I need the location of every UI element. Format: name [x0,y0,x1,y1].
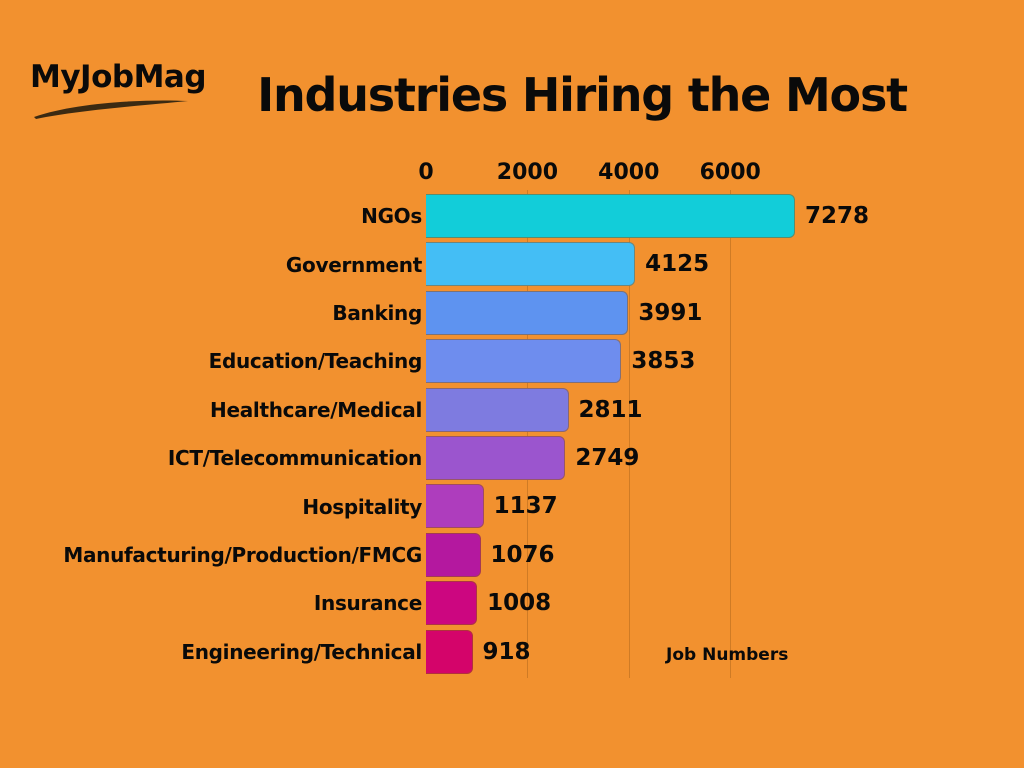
bar-row: Healthcare/Medical 2811 [0,386,1024,434]
bar[interactable] [426,194,795,238]
bar[interactable] [426,581,478,626]
category-label: Banking [332,300,422,325]
bar-row: Hospitality 1137 [0,482,1024,530]
bar-track: 3991 [426,290,702,335]
bar[interactable] [426,484,484,529]
bar-track: 918 [426,629,531,674]
bar-value-label: 918 [482,638,531,665]
bar-row: Engineering/Technical 918 [0,628,1024,676]
bar[interactable] [426,387,569,432]
bar-track: 3853 [426,339,695,384]
bar-row: Manufacturing/Production/FMCG 1076 [0,531,1024,579]
x-tick-label: 0 [418,160,434,185]
brand-wordmark: MyJobMag [30,59,207,95]
bar-value-label: 4125 [645,251,710,278]
bar-value-label: 1137 [493,493,558,520]
bar[interactable] [426,290,629,335]
bar-value-label: 7278 [805,203,870,229]
bar-row: Insurance 1008 [0,579,1024,627]
bar-row: NGOs 7278 [0,192,1024,240]
x-axis-tick-labels: 0 2000 4000 6000 [0,160,1024,190]
category-label: NGOs [361,204,422,229]
bar-value-label: 2749 [575,444,640,471]
bar[interactable] [426,242,636,287]
x-tick-label: 2000 [496,160,559,185]
category-label: Government [285,252,422,277]
bar-series: NGOs 7278 Government 4125 Banking 3991 Educati… [0,192,1024,676]
bar[interactable] [426,532,481,577]
bar-track: 2749 [426,435,639,480]
category-label: Manufacturing/Production/FMCG [63,542,422,567]
bar-value-label: 3853 [631,348,696,375]
bar-row: Banking 3991 [0,289,1024,337]
category-label: Healthcare/Medical [210,397,422,422]
bar-track: 1137 [426,484,558,529]
bar-chart: 0 2000 4000 6000 NGOs 7278 Government 4125 Bank… [0,160,1024,690]
category-label: Engineering/Technical [181,639,422,664]
bar-track: 1076 [426,532,555,577]
bar-row: Education/Teaching 3853 [0,337,1024,385]
x-tick-label: 6000 [699,160,761,185]
brand-logo: MyJobMag [30,62,220,132]
category-label: Education/Teaching [208,349,423,374]
underline-swoosh-icon [34,100,188,119]
bar-track: 4125 [426,242,709,287]
category-label: Hospitality [302,494,422,519]
category-label: Insurance [313,591,422,616]
category-label: ICT/Telecommunication [167,446,422,471]
bar-value-label: 1008 [487,590,552,617]
bar[interactable] [426,629,473,674]
bar-row: Government 4125 [0,240,1024,288]
bar-row: ICT/Telecommunication 2749 [0,434,1024,482]
bar-track: 2811 [426,387,643,432]
x-axis-label: Job Numbers [666,645,789,665]
bar-value-label: 1076 [490,541,555,568]
x-tick-label: 4000 [598,160,660,185]
bar-value-label: 3991 [638,299,703,326]
bar[interactable] [426,435,566,480]
bar-track: 1008 [426,581,551,626]
bar[interactable] [426,339,622,384]
page-title: Industries Hiring the Most [257,68,908,122]
bar-track: 7278 [426,194,869,238]
bar-value-label: 2811 [578,396,643,423]
